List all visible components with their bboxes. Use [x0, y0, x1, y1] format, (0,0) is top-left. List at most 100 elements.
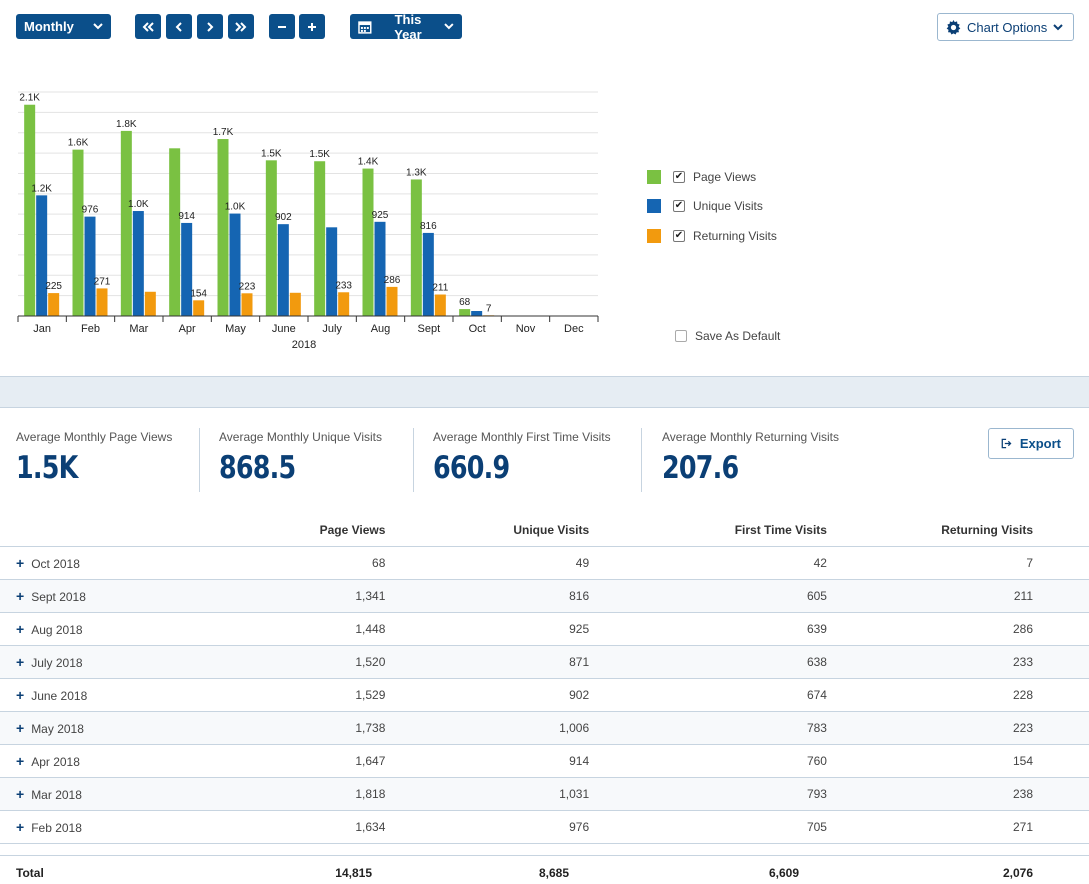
table-row[interactable]: + Oct 2018 68 49 42 7	[0, 546, 1089, 580]
table-cell: 816	[405, 579, 610, 613]
expand-plus-icon[interactable]: +	[16, 686, 25, 703]
table-cell: 705	[609, 810, 847, 844]
data-label: 68	[459, 297, 471, 308]
expand-plus-icon[interactable]: +	[16, 554, 25, 571]
zoom-out-button[interactable]	[269, 14, 295, 39]
table-total-row: Total 14,815 8,685 6,609 2,076	[0, 855, 1089, 884]
table-cell: 1,006	[405, 711, 610, 745]
double-chevron-right-icon	[235, 21, 247, 32]
chart-bar	[144, 291, 156, 316]
legend-swatch	[647, 229, 661, 243]
data-label: 1.0K	[225, 202, 246, 213]
chart-bar	[84, 216, 96, 316]
row-label[interactable]: + Feb 2018	[0, 810, 207, 844]
stat-avg-returning-visits: Average Monthly Returning Visits 207.6	[662, 430, 839, 486]
chart-bar	[181, 222, 193, 316]
table-row[interactable]: + July 2018 1,520 871 638 233	[0, 645, 1089, 679]
table-row[interactable]: + Feb 2018 1,634 976 705 271	[0, 810, 1089, 844]
stat-value: 207.6	[662, 450, 739, 486]
chevron-right-icon	[207, 21, 214, 32]
chart-bar	[374, 221, 386, 316]
expand-plus-icon[interactable]: +	[16, 752, 25, 769]
table-row[interactable]: + Sept 2018 1,341 816 605 211	[0, 579, 1089, 613]
row-label-text: Feb 2018	[31, 820, 82, 835]
row-label[interactable]: + July 2018	[0, 645, 207, 679]
data-label: 286	[384, 275, 401, 286]
previous-period-button[interactable]	[166, 14, 192, 39]
first-period-button[interactable]	[135, 14, 161, 39]
chart-options-button[interactable]: Chart Options	[937, 13, 1074, 41]
chart-bar	[326, 227, 338, 316]
data-label: 976	[82, 205, 99, 216]
legend-item-page-views[interactable]: ✔ Page Views	[647, 170, 756, 184]
data-label: 223	[239, 281, 256, 292]
data-label: 2.1K	[19, 93, 40, 104]
checkbox-checked-icon[interactable]: ✔	[673, 200, 685, 212]
chart-bar	[338, 292, 350, 316]
column-header[interactable]: Page Views	[206, 515, 406, 547]
expand-plus-icon[interactable]: +	[16, 785, 25, 802]
export-button[interactable]: Export	[988, 428, 1074, 459]
row-label[interactable]: + Aug 2018	[0, 612, 207, 646]
column-header[interactable]: First Time Visits	[609, 515, 847, 547]
chart-bar	[314, 161, 326, 316]
table-row[interactable]: + May 2018 1,738 1,006 783 223	[0, 711, 1089, 745]
next-period-button[interactable]	[197, 14, 223, 39]
legend-item-returning-visits[interactable]: ✔ Returning Visits	[647, 229, 777, 243]
row-label[interactable]: + June 2018	[0, 678, 207, 712]
row-label[interactable]: + Apr 2018	[0, 744, 207, 778]
chart-bar	[241, 293, 253, 316]
stat-avg-first-time-visits: Average Monthly First Time Visits 660.9	[433, 430, 611, 486]
table-cell: 1,634	[206, 810, 406, 844]
chart-bar	[169, 148, 181, 316]
date-range-dropdown[interactable]: This Year	[350, 11, 462, 42]
stat-label: Average Monthly Unique Visits	[219, 430, 382, 444]
chart-bar	[422, 232, 434, 316]
save-as-default-label: Save As Default	[695, 329, 781, 343]
checkbox-unchecked-icon[interactable]	[675, 330, 687, 342]
data-label: 225	[45, 281, 62, 292]
checkbox-checked-icon[interactable]: ✔	[673, 171, 685, 183]
row-label[interactable]: + May 2018	[0, 711, 207, 745]
table-row[interactable]: + Apr 2018 1,647 914 760 154	[0, 744, 1089, 778]
column-header[interactable]: Unique Visits	[405, 515, 610, 547]
legend-item-unique-visits[interactable]: ✔ Unique Visits	[647, 199, 763, 213]
expand-plus-icon[interactable]: +	[16, 653, 25, 670]
expand-plus-icon[interactable]: +	[16, 620, 25, 637]
total-label: Total	[16, 866, 44, 880]
period-dropdown[interactable]: Monthly	[16, 14, 111, 39]
table-row[interactable]: + June 2018 1,529 902 674 228	[0, 678, 1089, 712]
row-label[interactable]: + Sept 2018	[0, 579, 207, 613]
gear-icon	[946, 19, 961, 35]
x-tick-label: May	[225, 323, 246, 335]
data-table: Page Views Unique Visits First Time Visi…	[0, 515, 1089, 844]
expand-plus-icon[interactable]: +	[16, 587, 25, 604]
column-header[interactable]: Returning Visits	[846, 515, 1089, 547]
table-cell: 42	[609, 546, 847, 580]
chart-bar	[386, 286, 398, 316]
stat-value: 660.9	[433, 450, 510, 486]
date-range-label: This Year	[394, 11, 422, 42]
table-row[interactable]: + Mar 2018 1,818 1,031 793 238	[0, 777, 1089, 811]
data-label: 271	[94, 276, 111, 287]
table-cell: 238	[846, 777, 1089, 811]
zoom-in-button[interactable]	[299, 14, 325, 39]
table-cell: 49	[405, 546, 610, 580]
table-cell: 233	[846, 645, 1089, 679]
expand-plus-icon[interactable]: +	[16, 818, 25, 835]
chart-bar	[72, 149, 84, 316]
table-cell: 925	[405, 612, 610, 646]
x-tick-label: Mar	[129, 323, 148, 335]
data-label: 1.5K	[309, 149, 330, 160]
last-period-button[interactable]	[228, 14, 254, 39]
x-tick-label: Feb	[81, 323, 100, 335]
row-label[interactable]: + Oct 2018	[0, 546, 207, 580]
minus-icon	[278, 25, 286, 28]
table-row[interactable]: + Aug 2018 1,448 925 639 286	[0, 612, 1089, 646]
expand-plus-icon[interactable]: +	[16, 719, 25, 736]
data-label: 7	[486, 303, 492, 314]
checkbox-checked-icon[interactable]: ✔	[673, 230, 685, 242]
save-as-default[interactable]: Save As Default	[675, 329, 780, 343]
chart-bar	[120, 130, 132, 316]
row-label[interactable]: + Mar 2018	[0, 777, 207, 811]
